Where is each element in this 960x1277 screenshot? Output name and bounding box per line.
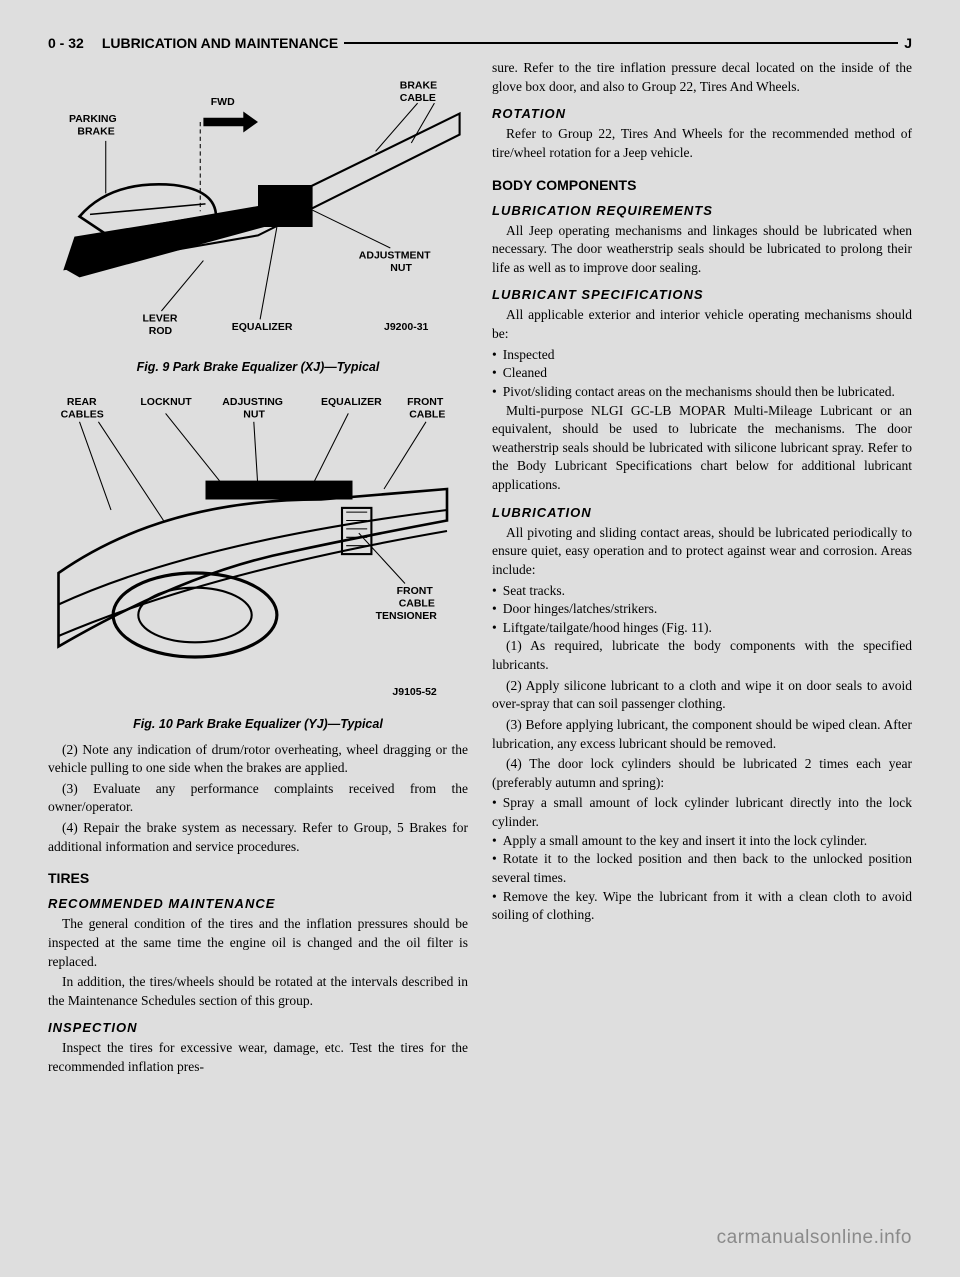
label-front-cable: FRONTCABLE bbox=[407, 396, 445, 421]
right-column: sure. Refer to the tire inflation pressu… bbox=[492, 59, 912, 1079]
heading-rotation: ROTATION bbox=[492, 106, 912, 121]
label-lever-rod: LEVERROD bbox=[143, 313, 178, 338]
label-code10: J9105-52 bbox=[392, 686, 437, 698]
section-title: LUBRICATION AND MAINTENANCE bbox=[102, 35, 338, 51]
para-lub1: All pivoting and sliding contact areas, … bbox=[492, 524, 912, 580]
list-item: Inspected bbox=[492, 346, 912, 365]
para-lubreq: All Jeep operating mechanisms and linkag… bbox=[492, 222, 912, 278]
header-rule bbox=[344, 42, 898, 44]
para-cont: sure. Refer to the tire inflation pressu… bbox=[492, 59, 912, 96]
label-equalizer9: EQUALIZER bbox=[232, 321, 293, 333]
para-step3: (3) Evaluate any performance complaints … bbox=[48, 780, 468, 817]
figure-9-svg: PARKINGBRAKE FWD BRAKECABLE ADJUSTMENTNU… bbox=[48, 59, 468, 353]
left-column: PARKINGBRAKE FWD BRAKECABLE ADJUSTMENTNU… bbox=[48, 59, 468, 1079]
list-item: Remove the key. Wipe the lubricant from … bbox=[492, 888, 912, 925]
list-item: Liftgate/tailgate/hood hinges (Fig. 11). bbox=[492, 619, 912, 638]
label-adjusting-nut: ADJUSTINGNUT bbox=[222, 396, 283, 421]
list-lub-areas: Seat tracks. Door hinges/latches/striker… bbox=[492, 582, 912, 638]
list-lock-cyl: Spray a small amount of lock cylinder lu… bbox=[492, 794, 912, 924]
para-step4: (4) Repair the brake system as necessary… bbox=[48, 819, 468, 856]
content-columns: PARKINGBRAKE FWD BRAKECABLE ADJUSTMENTNU… bbox=[48, 59, 912, 1079]
para-lub-step2: (2) Apply silicone lubricant to a cloth … bbox=[492, 677, 912, 714]
label-adj-nut: ADJUSTMENTNUT bbox=[359, 250, 431, 275]
figure-10-caption: Fig. 10 Park Brake Equalizer (YJ)—Typica… bbox=[48, 717, 468, 731]
figure-9-caption: Fig. 9 Park Brake Equalizer (XJ)—Typical bbox=[48, 360, 468, 374]
label-parking-brake: PARKINGBRAKE bbox=[69, 113, 117, 138]
figure-10-svg: REARCABLES LOCKNUT ADJUSTINGNUT EQUALIZE… bbox=[48, 384, 468, 710]
heading-recommended-maint: RECOMMENDED MAINTENANCE bbox=[48, 896, 468, 911]
label-locknut: LOCKNUT bbox=[140, 396, 192, 408]
list-item: Apply a small amount to the key and inse… bbox=[492, 832, 912, 851]
para-rec1: The general condition of the tires and t… bbox=[48, 915, 468, 971]
para-rotation: Refer to Group 22, Tires And Wheels for … bbox=[492, 125, 912, 162]
label-brake-cable: BRAKECABLE bbox=[400, 79, 437, 104]
figure-10: REARCABLES LOCKNUT ADJUSTINGNUT EQUALIZE… bbox=[48, 384, 468, 731]
list-lubspec: Inspected Cleaned Pivot/sliding contact … bbox=[492, 346, 912, 402]
manual-page: 0 - 32 LUBRICATION AND MAINTENANCE J PAR… bbox=[48, 35, 912, 1079]
heading-body-components: BODY COMPONENTS bbox=[492, 177, 912, 193]
heading-tires: TIRES bbox=[48, 870, 468, 886]
list-item: Spray a small amount of lock cylinder lu… bbox=[492, 794, 912, 831]
heading-lubrication: LUBRICATION bbox=[492, 505, 912, 520]
heading-lub-req: LUBRICATION REQUIREMENTS bbox=[492, 203, 912, 218]
heading-inspection: INSPECTION bbox=[48, 1020, 468, 1035]
list-item: Seat tracks. bbox=[492, 582, 912, 601]
figure-9: PARKINGBRAKE FWD BRAKECABLE ADJUSTMENTNU… bbox=[48, 59, 468, 374]
footer-watermark: carmanualsonline.info bbox=[717, 1227, 912, 1249]
para-lubspec2: Multi-purpose NLGI GC-LB MOPAR Multi-Mil… bbox=[492, 402, 912, 495]
para-lub-step3: (3) Before applying lubricant, the compo… bbox=[492, 716, 912, 753]
label-code9: J9200-31 bbox=[384, 321, 429, 333]
para-inspection: Inspect the tires for excessive wear, da… bbox=[48, 1039, 468, 1076]
list-item: Rotate it to the locked position and the… bbox=[492, 850, 912, 887]
list-item: Cleaned bbox=[492, 364, 912, 383]
para-lub-step1: (1) As required, lubricate the body comp… bbox=[492, 637, 912, 674]
para-rec2: In addition, the tires/wheels should be … bbox=[48, 973, 468, 1010]
label-fwd: FWD bbox=[211, 96, 235, 108]
para-step2: (2) Note any indication of drum/rotor ov… bbox=[48, 741, 468, 778]
label-front-cable-tensioner: FRONTCABLETENSIONER bbox=[376, 585, 438, 622]
page-ref: 0 - 32 bbox=[48, 35, 84, 51]
page-header: 0 - 32 LUBRICATION AND MAINTENANCE J bbox=[48, 35, 912, 51]
right-tag: J bbox=[904, 35, 912, 51]
para-lub-step4: (4) The door lock cylinders should be lu… bbox=[492, 755, 912, 792]
fwd-arrow-icon bbox=[203, 112, 258, 133]
heading-lub-spec: LUBRICANT SPECIFICATIONS bbox=[492, 287, 912, 302]
para-lubspec1: All applicable exterior and interior veh… bbox=[492, 306, 912, 343]
list-item: Door hinges/latches/strikers. bbox=[492, 600, 912, 619]
list-item: Pivot/sliding contact areas on the mecha… bbox=[492, 383, 912, 402]
label-rear-cables: REARCABLES bbox=[61, 396, 104, 421]
label-equalizer10: EQUALIZER bbox=[321, 396, 382, 408]
